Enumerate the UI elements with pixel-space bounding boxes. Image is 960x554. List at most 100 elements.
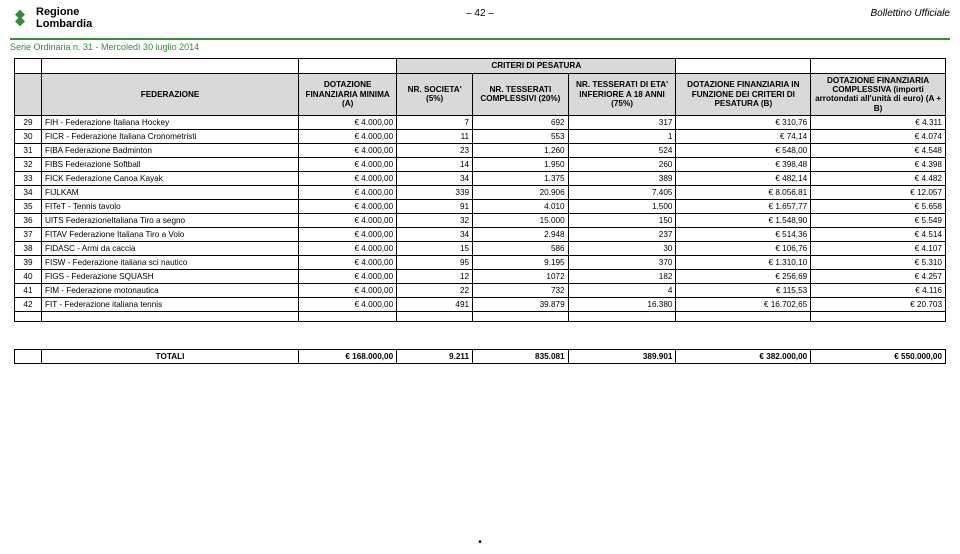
page-number: – 42 –	[466, 8, 494, 19]
cell-societa: 339	[397, 186, 473, 200]
totals-eta: 389.901	[568, 350, 676, 364]
cell-societa: 7	[397, 116, 473, 130]
cell-dot-ab: € 5.549	[811, 214, 946, 228]
cell-eta: 237	[568, 228, 676, 242]
cell-dot-a: € 4.000,00	[299, 270, 397, 284]
table-row: 35FITeT - Tennis tavolo€ 4.000,00914.010…	[15, 200, 946, 214]
cell-dot-b: € 106,76	[676, 242, 811, 256]
cell-dot-ab: € 20.703	[811, 298, 946, 312]
col-dot-ab-header: DOTAZIONE FINANZIARIA COMPLESSIVA (impor…	[811, 73, 946, 116]
cell-index: 36	[15, 214, 42, 228]
cell-dot-a: € 4.000,00	[299, 172, 397, 186]
totals-gap	[15, 322, 946, 350]
cell-eta: 4	[568, 284, 676, 298]
cell-tesserati: 1.950	[473, 158, 569, 172]
cell-tesserati: 732	[473, 284, 569, 298]
cell-dot-a: € 4.000,00	[299, 144, 397, 158]
cell-dot-ab: € 12.057	[811, 186, 946, 200]
blank-header	[811, 59, 946, 73]
region-line2: Lombardia	[36, 18, 92, 30]
page-header: Regione Lombardia – 42 – Bollettino Uffi…	[0, 0, 960, 34]
cell-federazione: FIM - Federazione motonautica	[41, 284, 298, 298]
cell-eta: 317	[568, 116, 676, 130]
cell-index: 35	[15, 200, 42, 214]
cell-tesserati: 9.195	[473, 256, 569, 270]
cell-dot-a: € 4.000,00	[299, 186, 397, 200]
serie-label: Serie Ordinaria n. 31 - Mercoledì 30 lug…	[0, 42, 960, 58]
cell-societa: 22	[397, 284, 473, 298]
region-name: Regione Lombardia	[36, 6, 92, 30]
cell-dot-b: € 1.548,90	[676, 214, 811, 228]
table-row: 34FIJLKAM€ 4.000,0033920.9067.405€ 8.056…	[15, 186, 946, 200]
cell-dot-b: € 398,48	[676, 158, 811, 172]
cell-tesserati: 692	[473, 116, 569, 130]
col-dotazione-a-header: DOTAZIONE FINANZIARIA MINIMA (A)	[299, 73, 397, 116]
table-row: 40FIGS - Federazione SQUASH€ 4.000,00121…	[15, 270, 946, 284]
cell-tesserati: 20.906	[473, 186, 569, 200]
cell-index: 38	[15, 242, 42, 256]
cell-dot-a: € 4.000,00	[299, 158, 397, 172]
cell-index: 39	[15, 256, 42, 270]
cell-index: 33	[15, 172, 42, 186]
cell-dot-b: € 310,76	[676, 116, 811, 130]
spacer-row	[15, 312, 946, 322]
table-row: 36UITS FederazioneItaliana Tiro a segno€…	[15, 214, 946, 228]
cell-tesserati: 586	[473, 242, 569, 256]
cell-societa: 11	[397, 130, 473, 144]
cell-dot-ab: € 4.107	[811, 242, 946, 256]
cell-societa: 23	[397, 144, 473, 158]
cell-dot-b: € 115,53	[676, 284, 811, 298]
cell-federazione: FIT - Federazione italiana tennis	[41, 298, 298, 312]
cell-dot-a: € 4.000,00	[299, 242, 397, 256]
totals-blank	[15, 350, 42, 364]
col-federazione-header: FEDERAZIONE	[41, 73, 298, 116]
table-row: 39FISW - Federazione italiana sci nautic…	[15, 256, 946, 270]
cell-dot-ab: € 4.257	[811, 270, 946, 284]
cell-dot-a: € 4.000,00	[299, 284, 397, 298]
cell-eta: 16.380	[568, 298, 676, 312]
cell-societa: 95	[397, 256, 473, 270]
table-row: 32FIBS Federazione Softball€ 4.000,00141…	[15, 158, 946, 172]
table-container: CRITERI DI PESATURA FEDERAZIONE DOTAZION…	[0, 58, 960, 364]
cell-tesserati: 39.879	[473, 298, 569, 312]
cell-eta: 260	[568, 158, 676, 172]
cell-eta: 150	[568, 214, 676, 228]
cell-societa: 15	[397, 242, 473, 256]
cell-eta: 182	[568, 270, 676, 284]
totals-label: TOTALI	[41, 350, 298, 364]
table-row: 30FICR - Federazione Italiana Cronometri…	[15, 130, 946, 144]
region-logo-block: Regione Lombardia	[10, 6, 92, 30]
totals-ab: € 550.000,00	[811, 350, 946, 364]
table-head: CRITERI DI PESATURA FEDERAZIONE DOTAZION…	[15, 59, 946, 116]
cell-tesserati: 1072	[473, 270, 569, 284]
cell-index: 30	[15, 130, 42, 144]
cell-eta: 7.405	[568, 186, 676, 200]
table-row: 31FIBA Federazione Badminton€ 4.000,0023…	[15, 144, 946, 158]
cell-dot-a: € 4.000,00	[299, 130, 397, 144]
cell-eta: 1.500	[568, 200, 676, 214]
cell-index: 31	[15, 144, 42, 158]
totals-tess: 835.081	[473, 350, 569, 364]
cell-dot-ab: € 4.311	[811, 116, 946, 130]
cell-dot-a: € 4.000,00	[299, 228, 397, 242]
col-eta-header: NR. TESSERATI DI ETA' INFERIORE A 18 ANN…	[568, 73, 676, 116]
cell-dot-b: € 514,36	[676, 228, 811, 242]
cell-index: 29	[15, 116, 42, 130]
cell-federazione: FIBS Federazione Softball	[41, 158, 298, 172]
cell-index: 32	[15, 158, 42, 172]
cell-dot-b: € 548,00	[676, 144, 811, 158]
cell-societa: 12	[397, 270, 473, 284]
cell-societa: 14	[397, 158, 473, 172]
cell-societa: 32	[397, 214, 473, 228]
table-row: 42FIT - Federazione italiana tennis€ 4.0…	[15, 298, 946, 312]
cell-societa: 34	[397, 172, 473, 186]
cell-tesserati: 553	[473, 130, 569, 144]
cell-dot-b: € 8.056,81	[676, 186, 811, 200]
cell-index: 37	[15, 228, 42, 242]
cell-federazione: FISW - Federazione italiana sci nautico	[41, 256, 298, 270]
cell-dot-ab: € 4.482	[811, 172, 946, 186]
cell-eta: 370	[568, 256, 676, 270]
table-row: 33FICK Federazione Canoa Kayak€ 4.000,00…	[15, 172, 946, 186]
table-row: 38FIDASC - Armi da caccia€ 4.000,0015586…	[15, 242, 946, 256]
cell-tesserati: 1.260	[473, 144, 569, 158]
